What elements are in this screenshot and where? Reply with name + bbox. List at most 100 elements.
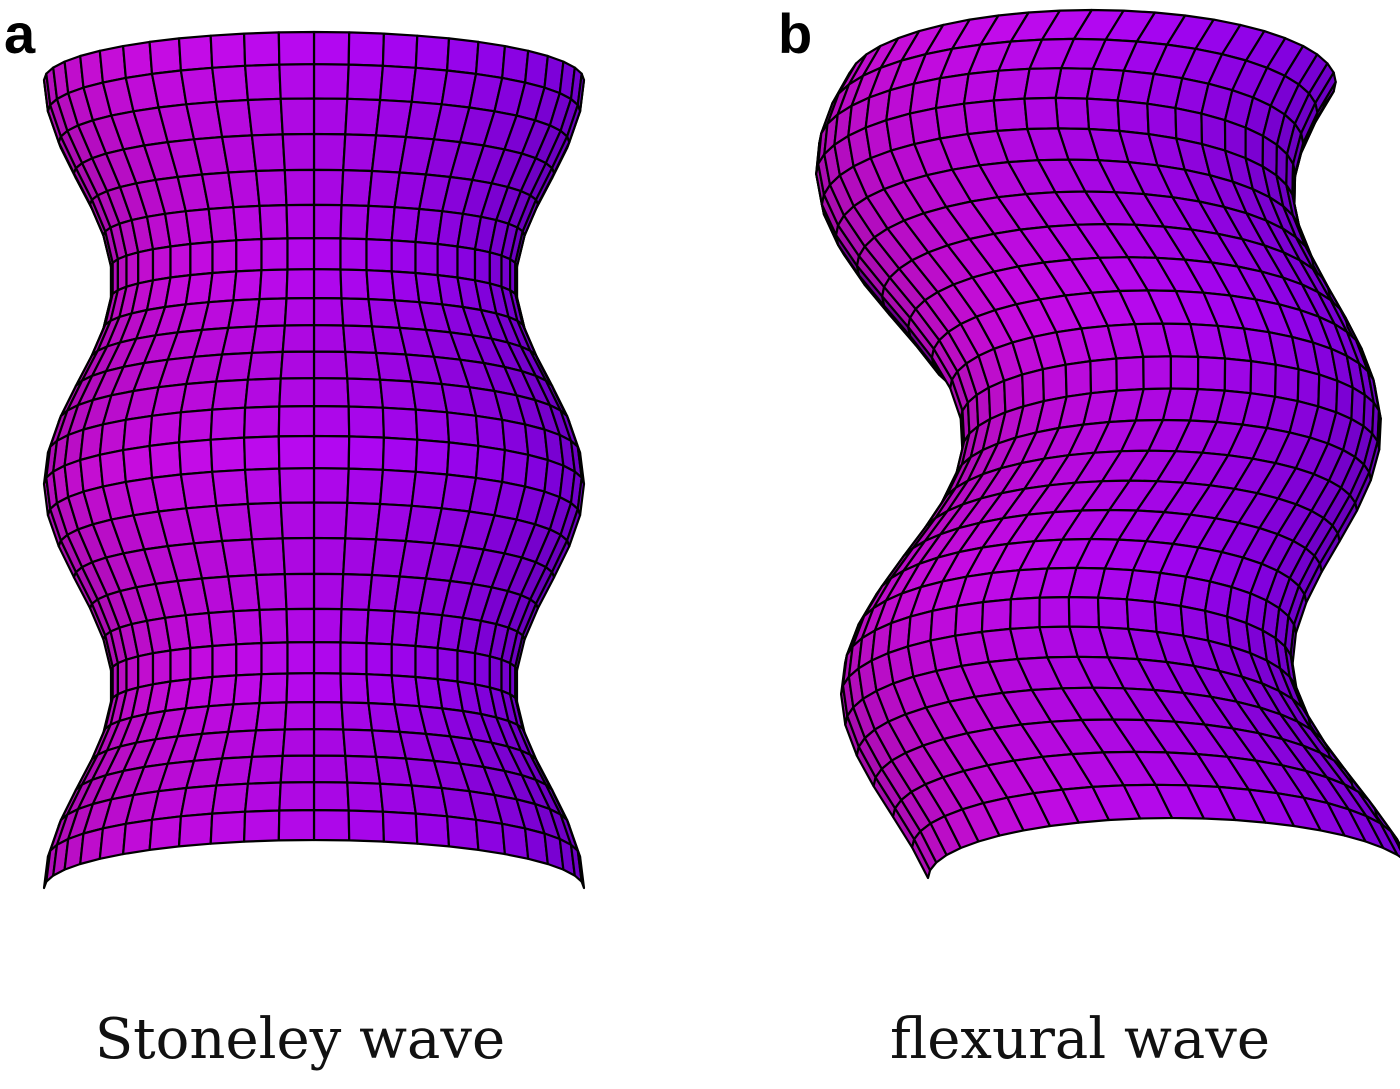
surface-facet [286, 237, 316, 271]
surface-facet [312, 350, 349, 380]
surface-facet [151, 245, 172, 282]
caption-flexural: flexural wave [889, 1007, 1271, 1072]
surface-facet [346, 377, 384, 409]
surface-facet [344, 97, 382, 137]
surface-facet [281, 324, 316, 353]
surface-facet [414, 644, 439, 681]
surface-facet [148, 411, 182, 447]
surface-facet [312, 641, 342, 675]
surface-facet [1023, 96, 1060, 131]
surface-facet [414, 408, 451, 444]
surface-facet [244, 781, 282, 813]
surface-facet [446, 815, 480, 852]
surface-facet [1064, 360, 1093, 398]
surface-facet [1273, 363, 1300, 403]
surface-facet [339, 641, 368, 676]
surface-facet [235, 641, 263, 677]
stoneley-wave-surface [42, 30, 586, 890]
surface-facet [312, 607, 343, 644]
surface-facet [211, 239, 238, 275]
surface-facet [285, 672, 316, 704]
surface-facet [121, 40, 154, 80]
surface-facet [254, 169, 288, 207]
surface-facet [379, 378, 417, 411]
surface-facet [283, 700, 316, 731]
surface-facet [312, 324, 347, 353]
surface-facet [365, 673, 396, 706]
surface-facet [137, 652, 155, 689]
surface-facet [1142, 355, 1172, 391]
surface-facet [1115, 355, 1145, 392]
surface-facet [312, 30, 351, 66]
surface-facet [312, 754, 349, 784]
surface-facet [98, 822, 127, 860]
surface-facet [209, 436, 247, 473]
surface-facet [514, 665, 519, 703]
surface-facet [474, 40, 506, 80]
surface-facet [1023, 67, 1063, 100]
surface-facet [346, 467, 384, 506]
surface-facet [474, 818, 506, 856]
surface-outer-wall [42, 30, 586, 890]
surface-facet [312, 808, 351, 842]
surface-facet [488, 251, 503, 288]
surface-facet [254, 701, 288, 732]
surface-facet [344, 501, 382, 541]
surface-facet [414, 812, 451, 848]
surface-facet [227, 573, 261, 613]
surface-facet [312, 467, 350, 504]
surface-facet [98, 449, 127, 488]
surface-facet [347, 405, 385, 439]
surface-facet [232, 204, 263, 242]
surface-facet [279, 350, 316, 380]
surface-facet [381, 406, 419, 441]
surface-facet [473, 248, 491, 285]
surface-facet [340, 169, 374, 207]
surface-facet [1223, 357, 1253, 395]
surface-facet [379, 782, 417, 815]
surface-facet [1009, 596, 1041, 631]
surface-facet [1169, 355, 1200, 391]
surface-facet [344, 350, 382, 381]
surface-facet [312, 434, 351, 470]
surface-facet [347, 31, 385, 67]
surface-facet [179, 380, 218, 414]
surface-facet [1085, 97, 1121, 132]
surface-facet [339, 672, 370, 705]
surface-facet [277, 30, 316, 66]
surface-facet [177, 408, 214, 444]
surface-facet [381, 32, 419, 69]
surface-facet [488, 655, 503, 692]
surface-facet [342, 133, 378, 173]
surface-facet [121, 414, 154, 452]
surface-facet [283, 572, 316, 611]
surface-facet [312, 203, 343, 240]
surface-facet [209, 32, 247, 69]
surface-facet [246, 501, 284, 541]
surface-facet [414, 240, 439, 277]
surface-facet [221, 134, 258, 174]
surface-facet [344, 754, 382, 785]
surface-facet [260, 237, 289, 272]
surface-facet [116, 658, 128, 696]
surface-facet [456, 649, 477, 686]
surface-facet [209, 406, 247, 441]
panel-label-a: a [4, 2, 36, 65]
surface-facet [500, 658, 512, 696]
surface-facet [381, 436, 419, 473]
surface-facet [179, 66, 218, 106]
surface-facet [279, 754, 316, 784]
surface-facet [414, 438, 451, 476]
surface-facet [340, 297, 374, 328]
surface-facet [258, 268, 289, 301]
surface-facet [279, 97, 316, 136]
surface-facet [576, 849, 586, 890]
surface-facet [312, 536, 347, 576]
surface-facet [390, 239, 417, 275]
surface-facet [278, 63, 316, 100]
surface-facet [246, 97, 284, 137]
surface-facet [414, 34, 451, 72]
surface-facet [281, 728, 316, 758]
surface-facet [250, 324, 286, 354]
surface-facet [473, 652, 491, 689]
